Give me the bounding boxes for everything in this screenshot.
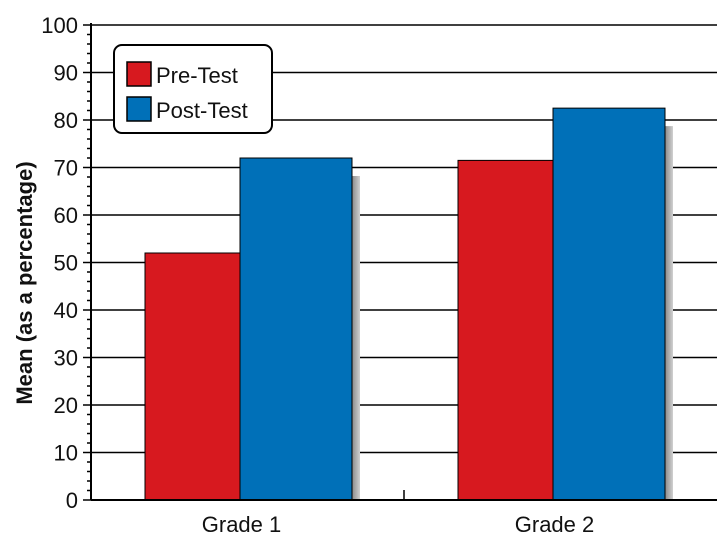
y-tick-label: 70 [54,156,78,181]
y-tick-label: 40 [54,298,78,323]
y-tick-label: 30 [54,346,78,371]
y-tick-label: 50 [54,251,78,276]
y-tick-label: 10 [54,441,78,466]
y-tick-labels: 0 10 20 30 40 50 60 70 80 90 100 [41,13,78,513]
bar-shadow [665,126,673,500]
x-tick-label: Grade 2 [515,512,595,537]
legend-label: Post-Test [156,98,248,123]
y-tick-label: 90 [54,61,78,86]
y-tick-label: 0 [66,488,78,513]
y-tick-label: 100 [41,13,78,38]
y-tick-label: 80 [54,108,78,133]
y-tick-label: 60 [54,203,78,228]
legend: Pre-Test Post-Test [113,44,273,134]
bars [144,107,673,501]
x-tick-labels: Grade 1 Grade 2 [202,512,595,537]
bar-shadow [352,176,360,500]
legend-swatch [126,61,152,87]
legend-box [113,44,273,134]
bar-post-test-grade-1 [239,157,353,501]
bar-post-test-grade-2 [552,107,666,501]
y-axis-label: Mean (as a percentage) [12,161,37,404]
legend-swatch [126,96,152,122]
legend-label: Pre-Test [156,63,238,88]
axes [83,23,717,501]
y-tick-label: 20 [54,393,78,418]
bar-pre-test-grade-2 [457,159,571,501]
x-tick-label: Grade 1 [202,512,282,537]
